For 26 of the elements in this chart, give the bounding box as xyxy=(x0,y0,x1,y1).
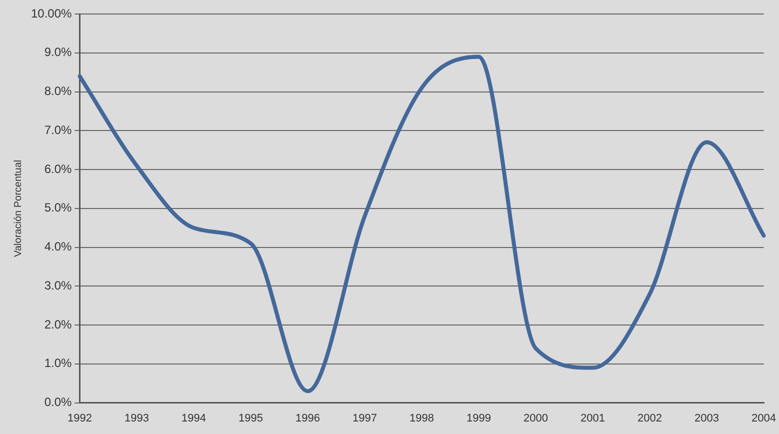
y-tick-label: 0.0% xyxy=(44,395,72,410)
x-tick-label: 1996 xyxy=(295,412,320,424)
y-tick-label: 1.0% xyxy=(44,356,72,370)
y-tick-label: 3.0% xyxy=(44,278,72,292)
x-tick-label: 1992 xyxy=(67,412,92,424)
y-tick-label: 7.0% xyxy=(44,122,72,137)
y-tick-label: 6.0% xyxy=(44,162,72,176)
y-tick-label: 9.0% xyxy=(44,45,72,60)
x-tick-label: 2004 xyxy=(752,412,776,424)
y-tick-label: 10.00% xyxy=(30,6,72,20)
line-series xyxy=(78,54,766,394)
x-tick-label: 1995 xyxy=(238,412,263,424)
x-tick-label: 1994 xyxy=(181,412,206,424)
y-tick-label: 5.0% xyxy=(44,200,72,215)
x-tick-label: 1998 xyxy=(409,412,434,424)
x-tick-label: 2000 xyxy=(524,412,548,424)
x-tick-label: 1993 xyxy=(124,412,149,424)
y-tick-label: 4.0% xyxy=(44,240,72,254)
y-axis-title: Valoración Porcentual xyxy=(12,160,24,257)
x-tick-label: 2003 xyxy=(694,412,719,424)
y-tick-label: 2.0% xyxy=(44,317,72,332)
x-tick-label: 2002 xyxy=(638,412,662,424)
x-tick-label: 1997 xyxy=(352,412,377,424)
x-tick-label: 1999 xyxy=(466,412,491,424)
x-tick-label: 2001 xyxy=(580,412,605,424)
y-tick-label: 8.0% xyxy=(44,84,72,98)
